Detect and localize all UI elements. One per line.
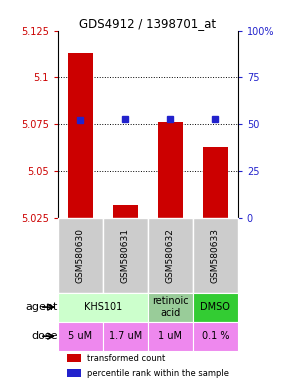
Bar — [193, 293, 238, 322]
Title: GDS4912 / 1398701_at: GDS4912 / 1398701_at — [79, 17, 216, 30]
Bar — [203, 147, 228, 218]
Text: GSM580632: GSM580632 — [166, 228, 175, 283]
Bar — [58, 322, 103, 351]
Bar — [193, 322, 238, 351]
Text: GSM580631: GSM580631 — [121, 228, 130, 283]
Text: DMSO: DMSO — [200, 302, 230, 312]
Text: 1 uM: 1 uM — [158, 331, 182, 341]
Bar — [158, 122, 183, 218]
Bar — [148, 293, 193, 322]
Bar — [67, 354, 81, 362]
Text: percentile rank within the sample: percentile rank within the sample — [87, 369, 229, 377]
Text: 1.7 uM: 1.7 uM — [109, 331, 142, 341]
Text: dose: dose — [32, 331, 58, 341]
Text: retinoic
acid: retinoic acid — [152, 296, 189, 318]
Text: agent: agent — [26, 302, 58, 312]
Bar — [58, 293, 148, 322]
Bar — [193, 218, 238, 293]
Bar — [148, 322, 193, 351]
Bar — [68, 53, 93, 218]
Text: GSM580633: GSM580633 — [211, 228, 220, 283]
Text: 5 uM: 5 uM — [68, 331, 93, 341]
Bar — [58, 218, 103, 293]
Bar — [103, 322, 148, 351]
Bar — [148, 218, 193, 293]
Text: transformed count: transformed count — [87, 354, 165, 363]
Bar — [113, 205, 138, 218]
Bar — [67, 369, 81, 377]
Text: GSM580630: GSM580630 — [76, 228, 85, 283]
Bar — [103, 218, 148, 293]
Text: 0.1 %: 0.1 % — [202, 331, 229, 341]
Text: KHS101: KHS101 — [84, 302, 122, 312]
